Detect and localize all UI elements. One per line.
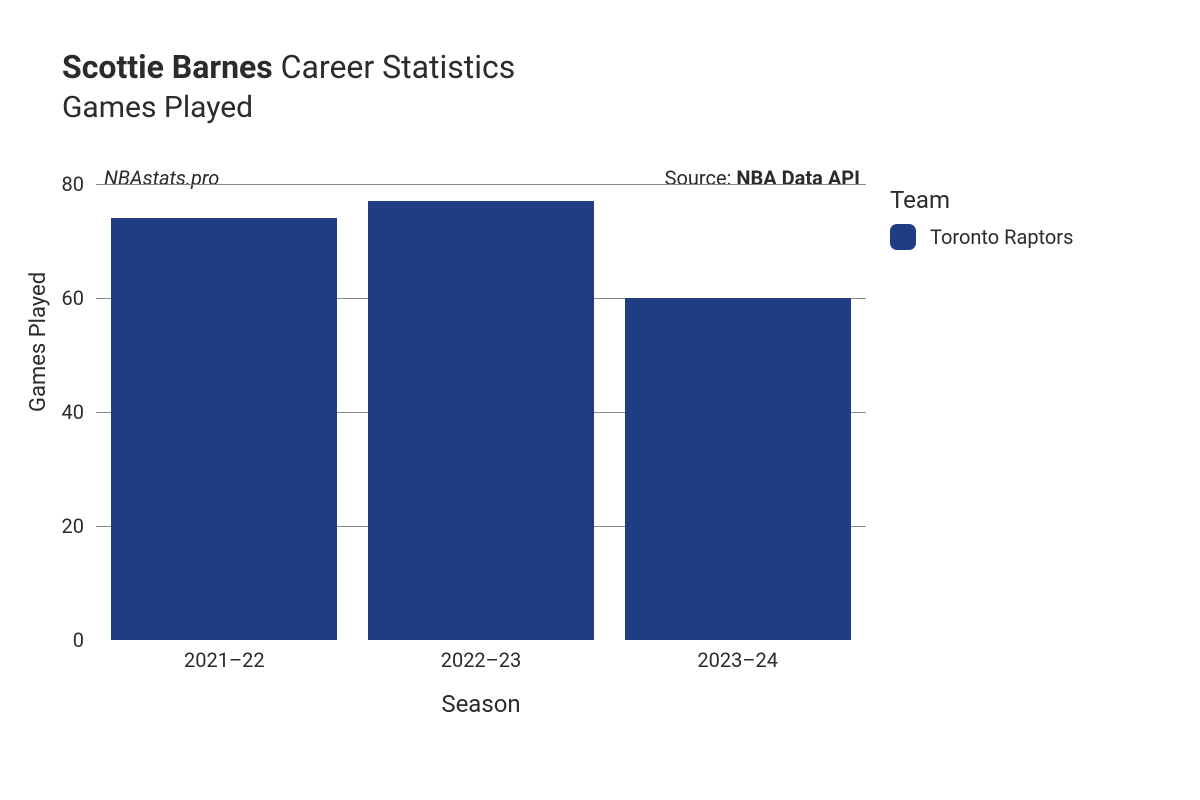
xtick-label: 2023–24 [697, 648, 778, 672]
chart-title-line1: Scottie Barnes Career Statistics [62, 48, 515, 86]
legend: Team Toronto Raptors [890, 186, 1073, 250]
xtick-label: 2022–23 [441, 648, 522, 672]
bar [111, 218, 337, 640]
ytick-label: 20 [44, 514, 84, 538]
y-axis-title: Games Played [26, 272, 51, 412]
chart-subtitle: Games Played [62, 90, 515, 125]
legend-label: Toronto Raptors [930, 225, 1073, 249]
chart-title-block: Scottie Barnes Career Statistics Games P… [62, 48, 515, 125]
gridline [96, 184, 866, 185]
legend-title: Team [890, 186, 1073, 214]
legend-swatch [890, 224, 916, 250]
bar [625, 298, 851, 640]
x-axis-title: Season [96, 690, 866, 718]
ytick-label: 0 [44, 628, 84, 652]
plot-area: 0204060802021–222022–232023–24 [96, 184, 866, 640]
xtick-label: 2021–22 [184, 648, 265, 672]
ytick-label: 80 [44, 172, 84, 196]
player-name: Scottie Barnes [62, 48, 273, 86]
bar [368, 201, 594, 640]
legend-item: Toronto Raptors [890, 224, 1073, 250]
title-suffix: Career Statistics [281, 48, 516, 86]
